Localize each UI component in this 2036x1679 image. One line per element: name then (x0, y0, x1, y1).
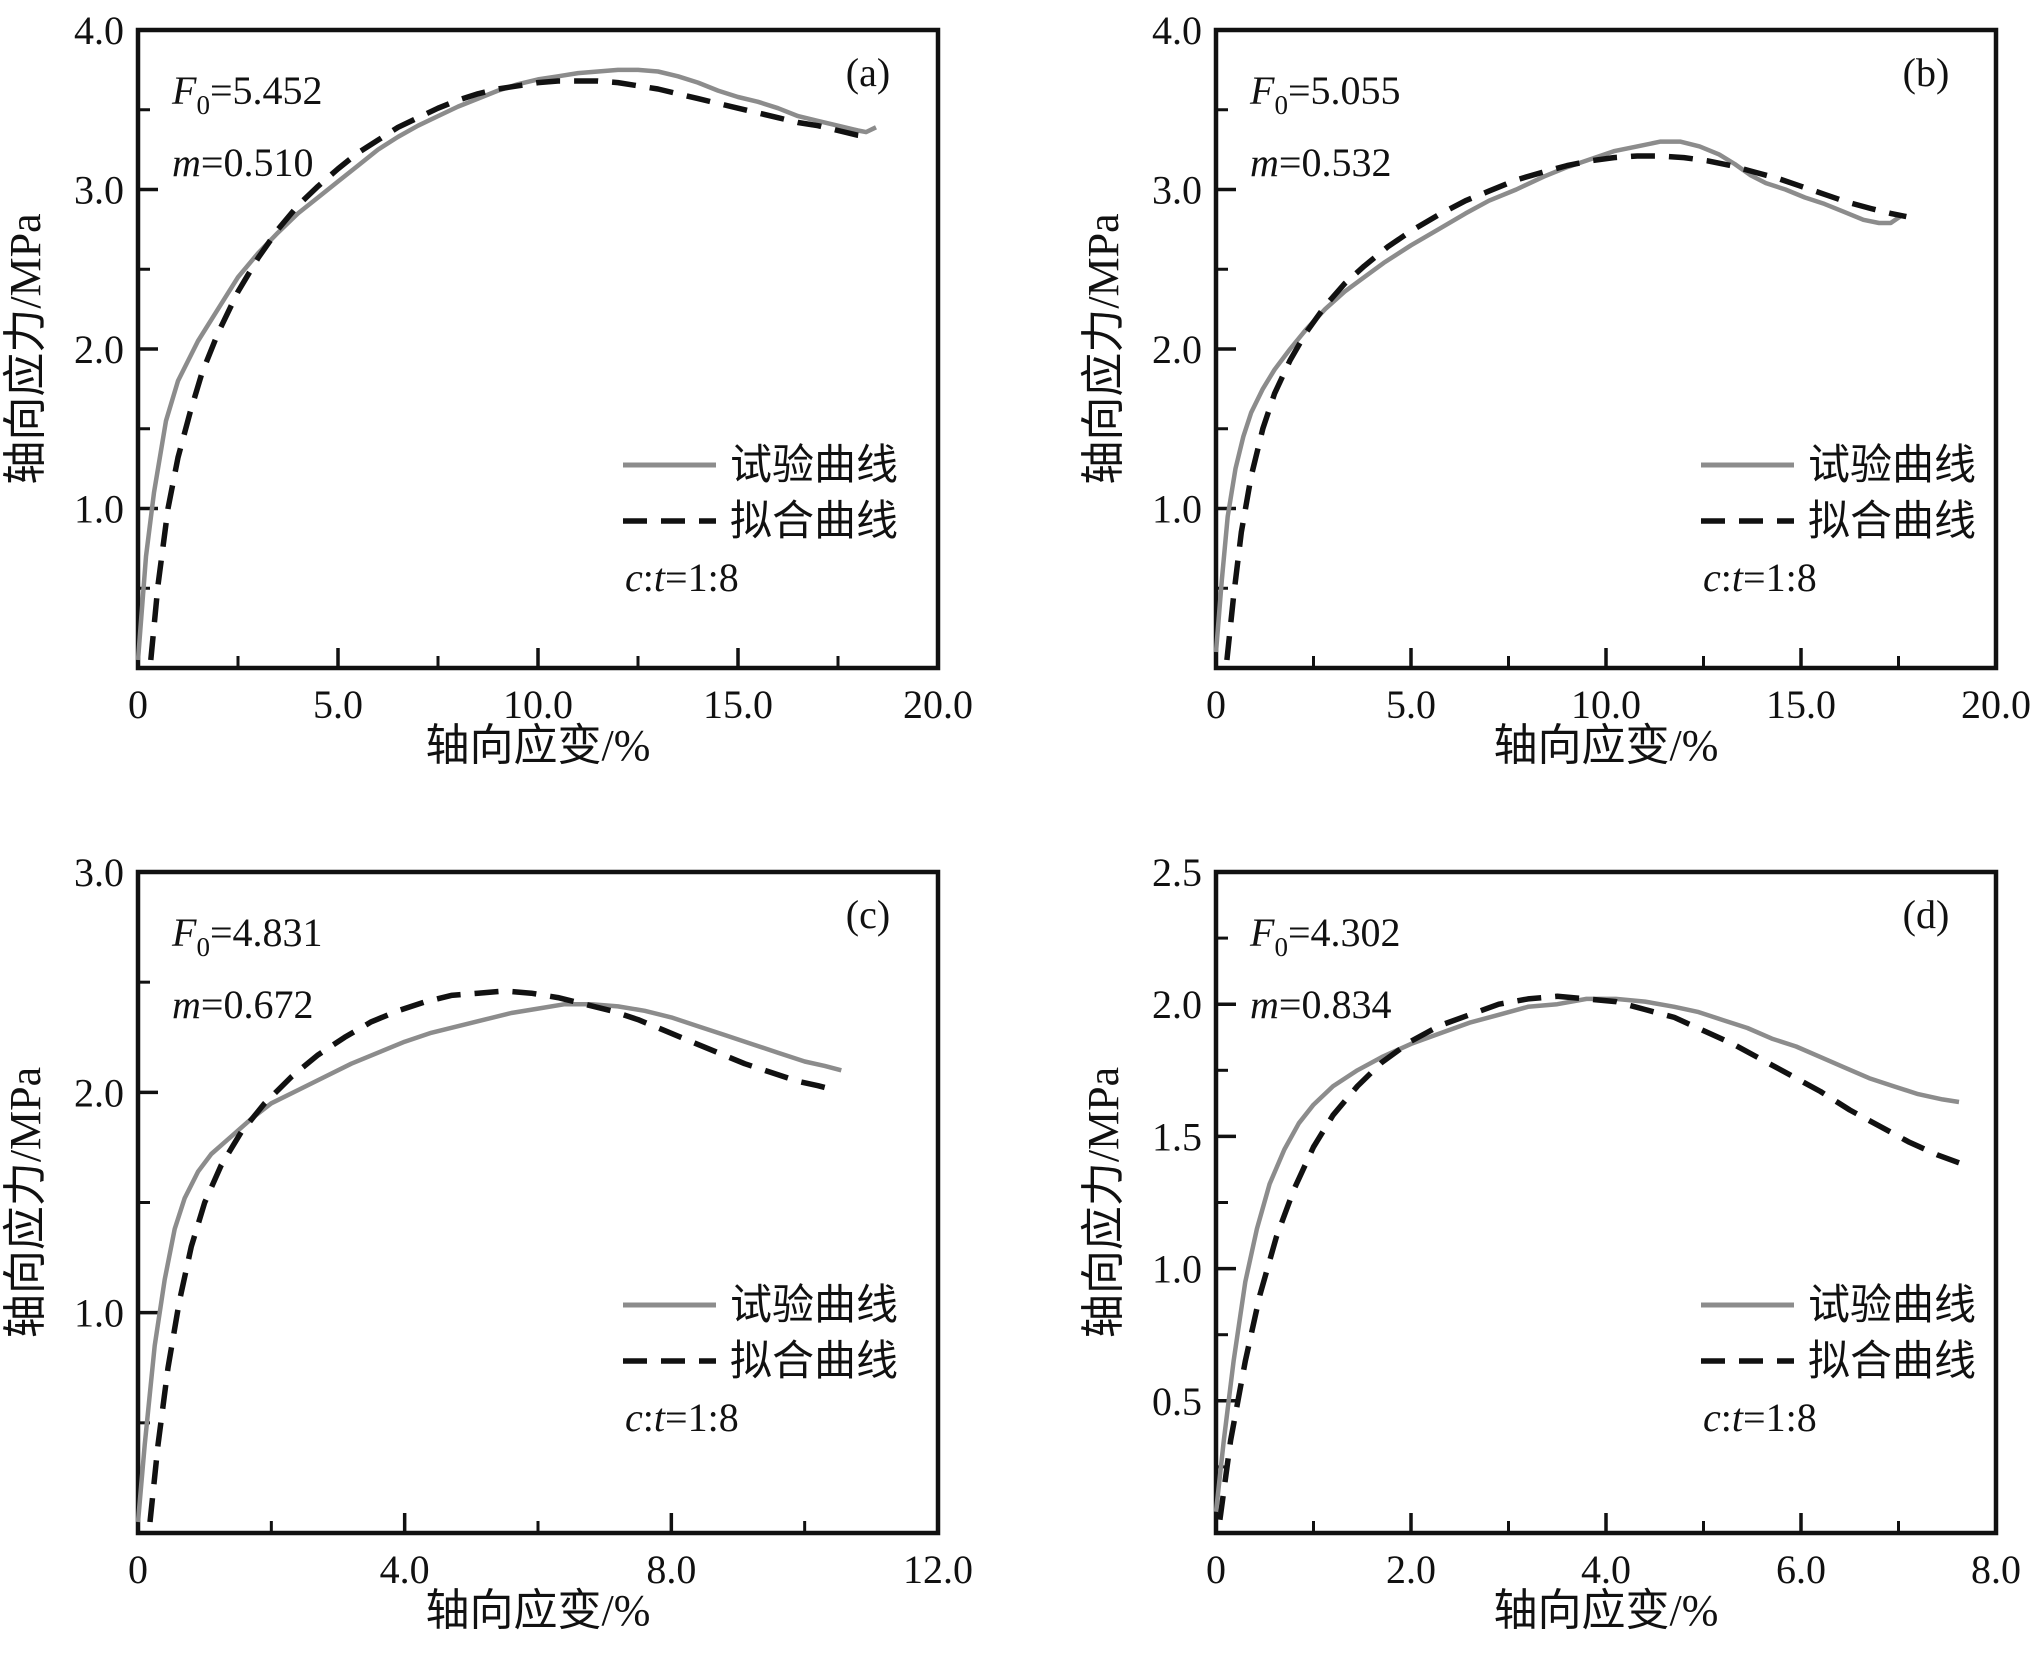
x-tick-label: 4.0 (1581, 1547, 1631, 1592)
y-axis-ticks: 1.0 2.0 3.0 4.0 (1152, 8, 1236, 590)
x-axis-ticks: 0 4.0 8.0 12.0 (128, 1513, 973, 1592)
legend-test-label: 试验曲线 (730, 442, 898, 489)
legend-fit-label: 拟合曲线 (730, 499, 898, 545)
chart-svg-a: 0 5.0 10.0 15.0 20.0 1.0 2.0 3.0 4.0 轴向应变/% 轴向应力/M… (1, 8, 973, 770)
m-annotation: m=0.672 (172, 982, 313, 1027)
ratio-annotation: c:t=1:8 (1703, 1395, 1817, 1440)
test-curve (1213, 996, 1960, 1513)
plot-frame (1213, 869, 1999, 1536)
y-axis-label: 轴向应力/MPa (1079, 213, 1128, 484)
x-tick-label: 10.0 (1571, 682, 1641, 727)
y-axis-ticks: 1.0 2.0 3.0 4.0 (74, 8, 158, 590)
y-tick-label: 1.0 (1152, 487, 1202, 532)
plot-frame (1213, 27, 1999, 671)
chart-panel-d: 0 2.0 4.0 6.0 8.0 0.5 1.0 1.5 2.0 2.5 轴向应变/% 轴向应力/M… (1018, 840, 2036, 1679)
legend-fit-label: 拟合曲线 (730, 1339, 898, 1385)
panel-label: (a) (846, 50, 890, 95)
plot-frame (135, 869, 941, 1536)
y-tick-label: 2.0 (74, 1070, 124, 1115)
x-tick-label: 0 (128, 682, 148, 727)
y-axis-label: 轴向应力/MPa (1, 213, 50, 484)
y-tick-label: 1.0 (1152, 1247, 1202, 1292)
panel-label: (d) (1903, 892, 1950, 937)
chart-svg-b: 0 5.0 10.0 15.0 20.0 1.0 2.0 3.0 4.0 轴向应变/% 轴向应力/M… (1079, 8, 2031, 770)
chart-panel-b: 0 5.0 10.0 15.0 20.0 1.0 2.0 3.0 4.0 轴向应变/% 轴向应力/M… (1018, 0, 2036, 840)
test-curve (135, 67, 877, 661)
chart-svg-d: 0 2.0 4.0 6.0 8.0 0.5 1.0 1.5 2.0 2.5 轴向应变/% 轴向应力/M… (1079, 850, 2021, 1635)
test-curve (1213, 139, 1904, 653)
legend-test-label: 试验曲线 (730, 1282, 898, 1329)
x-tick-label: 12.0 (903, 1547, 973, 1592)
x-axis-label: 轴向应变/% (1494, 1586, 1719, 1635)
y-axis-ticks: 1.0 2.0 3.0 (74, 850, 158, 1425)
fit-curve (147, 988, 836, 1523)
y-tick-label: 2.0 (74, 327, 124, 372)
panel-label: (b) (1903, 50, 1950, 95)
y-tick-label: 3.0 (1152, 168, 1202, 213)
x-axis-label: 轴向应变/% (426, 721, 651, 770)
y-tick-label: 2.5 (1152, 850, 1202, 895)
chart-panel-c: 0 4.0 8.0 12.0 1.0 2.0 3.0 轴向应变/% 轴向应力/MPa F0=4.8… (0, 840, 1018, 1679)
ratio-annotation: c:t=1:8 (1703, 555, 1817, 600)
x-tick-label: 0 (1206, 682, 1226, 727)
x-tick-label: 0 (1206, 1547, 1226, 1592)
y-axis-label: 轴向应力/MPa (1079, 1067, 1128, 1338)
m-annotation: m=0.532 (1250, 140, 1391, 185)
x-tick-label: 5.0 (313, 682, 363, 727)
m-annotation: m=0.510 (172, 140, 313, 185)
m-annotation: m=0.834 (1250, 982, 1391, 1027)
x-axis-ticks: 0 5.0 10.0 15.0 20.0 (128, 648, 973, 727)
y-tick-label: 2.0 (1152, 982, 1202, 1027)
y-tick-label: 3.0 (74, 850, 124, 895)
fit-curve (1224, 153, 1907, 661)
fit-curve (148, 78, 871, 661)
y-tick-label: 1.0 (74, 1291, 124, 1336)
x-axis-ticks: 0 5.0 10.0 15.0 20.0 (1206, 648, 2031, 727)
x-tick-label: 20.0 (903, 682, 973, 727)
x-tick-label: 4.0 (380, 1547, 430, 1592)
x-axis-label: 轴向应变/% (1494, 721, 1719, 770)
x-tick-label: 2.0 (1386, 1547, 1436, 1592)
x-axis-label: 轴向应变/% (426, 1586, 651, 1635)
x-tick-label: 0 (128, 1547, 148, 1592)
y-tick-label: 0.5 (1152, 1379, 1202, 1424)
y-tick-label: 4.0 (74, 8, 124, 53)
x-tick-label: 20.0 (1961, 682, 2031, 727)
x-tick-label: 10.0 (503, 682, 573, 727)
panel-label: (c) (846, 892, 890, 937)
f0-annotation: F0=5.452 (171, 68, 323, 120)
x-tick-label: 6.0 (1776, 1547, 1826, 1592)
x-axis-ticks: 0 2.0 4.0 6.0 8.0 (1206, 1513, 2021, 1592)
test-curve (135, 1001, 842, 1523)
legend-test-label: 试验曲线 (1808, 1282, 1976, 1329)
chart-svg-c: 0 4.0 8.0 12.0 1.0 2.0 3.0 轴向应变/% 轴向应力/MPa F0=4.8… (1, 850, 973, 1635)
legend-fit-label: 拟合曲线 (1808, 499, 1976, 545)
fit-curve (1217, 993, 1960, 1521)
y-axis-ticks: 0.5 1.0 1.5 2.0 2.5 (1152, 850, 1236, 1469)
f0-annotation: F0=4.831 (171, 910, 323, 962)
y-tick-label: 1.5 (1152, 1114, 1202, 1159)
ratio-annotation: c:t=1:8 (625, 1395, 739, 1440)
legend-test-label: 试验曲线 (1808, 442, 1976, 489)
y-tick-label: 1.0 (74, 487, 124, 532)
y-axis-label: 轴向应力/MPa (1, 1067, 50, 1338)
x-tick-label: 15.0 (1766, 682, 1836, 727)
legend-fit-label: 拟合曲线 (1808, 1339, 1976, 1385)
f0-annotation: F0=5.055 (1249, 68, 1401, 120)
y-tick-label: 4.0 (1152, 8, 1202, 53)
x-tick-label: 8.0 (1971, 1547, 2021, 1592)
chart-panel-a: 0 5.0 10.0 15.0 20.0 1.0 2.0 3.0 4.0 轴向应变/% 轴向应力/M… (0, 0, 1018, 840)
x-tick-label: 8.0 (646, 1547, 696, 1592)
x-tick-label: 15.0 (703, 682, 773, 727)
y-tick-label: 2.0 (1152, 327, 1202, 372)
y-tick-label: 3.0 (74, 168, 124, 213)
f0-annotation: F0=4.302 (1249, 910, 1401, 962)
ratio-annotation: c:t=1:8 (625, 555, 739, 600)
x-tick-label: 5.0 (1386, 682, 1436, 727)
